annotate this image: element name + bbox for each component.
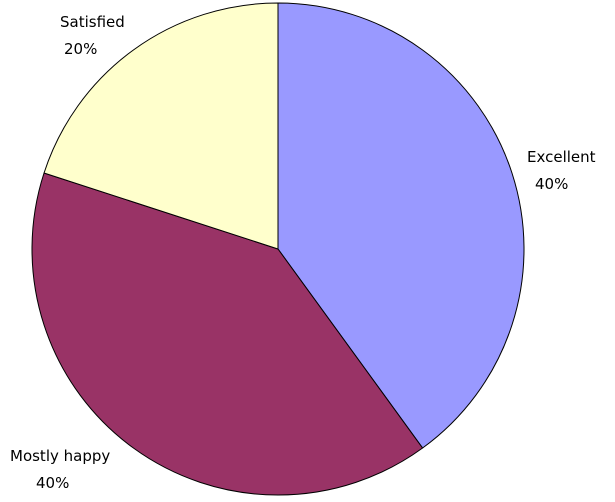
slice-label-satisfied: Satisfied [60,13,125,31]
slice-label-excellent: Excellent [527,148,596,166]
slice-label-mostly-happy: Mostly happy [10,447,110,465]
pie-slice-satisfied [43,2,279,250]
slice-percent-excellent: 40% [535,175,568,193]
slices-layer [31,2,525,496]
labels-layer: Excellent 40% Mostly happy 40% Satisfied 20% [10,13,596,492]
pie-slice-mostly-happy [31,172,424,496]
slice-percent-mostly-happy: 40% [36,474,69,492]
slice-percent-satisfied: 20% [64,40,97,58]
pie-slice-excellent [277,2,525,449]
